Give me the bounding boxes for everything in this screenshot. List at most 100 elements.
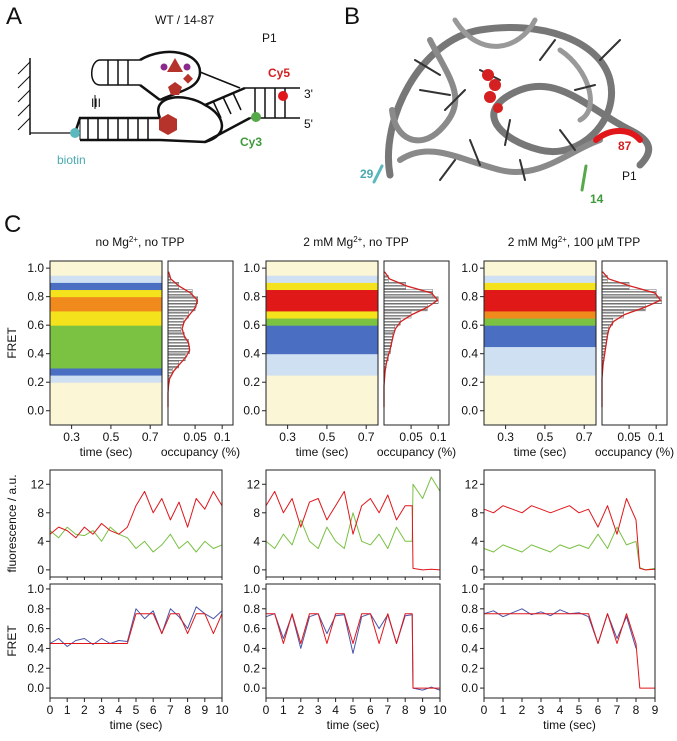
y-tick-label: 0.4 [461,347,478,361]
trace [49,490,223,539]
histogram-bar [167,324,182,333]
x-tick-label: 0.3 [279,430,296,444]
heatmap-cell [266,289,378,298]
y-tick-label: 4 [37,534,44,548]
heatmap-cell [50,325,162,333]
y-tick-label: 0.8 [27,290,44,304]
title-part: 2+ [558,235,567,244]
heatmap-cell [50,360,162,369]
y-tick-label: 0.0 [27,681,44,695]
x-axis-label: time (sec) [327,718,380,732]
end-label: 5' [304,117,313,131]
x-tick-label: 0.1 [430,430,447,444]
histogram-bar [167,303,196,312]
title-part: , 100 µM TPP [567,235,640,249]
title-part: , no TPP [362,235,408,249]
trace [265,490,441,571]
y-tick-label: 0.4 [27,347,44,361]
x-tick-label: 3 [315,703,322,717]
y-tick-label: 0.6 [461,622,478,636]
heatmap-cell [484,318,596,326]
x-tick-label: 9 [419,703,426,717]
riboswitch-diagram [17,50,300,144]
trace [483,526,656,571]
title-part: 2 mM Mg [303,235,353,249]
heatmap-cell [266,403,378,412]
biotin-label: biotin [57,153,86,167]
x-tick-label: 0.1 [214,430,231,444]
trace [49,606,223,647]
heatmap-cell [50,289,162,298]
x-tick-label: 0.5 [537,430,554,444]
y-tick-label: 0.8 [243,602,260,616]
x-tick-label: 0.5 [103,430,120,444]
x-axis-label: time (sec) [80,445,133,459]
heatmap-cell [266,332,378,340]
x-axis-label: occupancy (%) [161,445,240,459]
heatmap-cell [484,332,596,340]
heatmap-cell [484,282,596,291]
y-tick-label: 0.2 [27,375,44,389]
title-part: 2 mM Mg [508,235,558,249]
heatmap-cell [50,310,162,319]
x-tick-label: 0.3 [63,430,80,444]
heatmap-cell [484,382,596,390]
plot-frame [483,583,656,699]
heatmap-cell [484,360,596,369]
x-tick-label: 0 [481,703,488,717]
x-axis-label: time (sec) [296,445,349,459]
y-tick-label: 0.8 [27,602,44,616]
heatmap-cell [50,318,162,326]
y-tick-label: 1.0 [27,582,44,596]
y-tick-label: 0.8 [243,290,260,304]
y-tick-label: 8 [37,506,44,520]
heatmap-cell [50,282,162,291]
trace [265,476,441,549]
heatmap-cell [266,268,378,276]
histogram-bar [601,324,609,333]
plot-frame [265,260,379,426]
y-tick-label: 1.0 [27,261,44,275]
heatmap-cell [266,282,378,291]
x-tick-label: 1 [280,703,287,717]
x-tick-label: 3 [538,703,545,717]
y-tick-label: 12 [247,477,261,491]
heatmap-cell [50,275,162,283]
x-tick-label: 7 [167,703,174,717]
x-tick-label: 4 [115,703,122,717]
heatmap-cell [266,367,378,376]
heatmap-cell [484,268,596,276]
heatmap-cell [50,367,162,376]
y-tick-label: 0.6 [243,318,260,332]
heatmap-cell [266,275,378,283]
x-tick-label: 4 [332,703,339,717]
y-tick-label: 0.2 [461,661,478,675]
x-tick-label: 5 [133,703,140,717]
heatmap-cell [266,296,378,305]
heatmap-cell [484,275,596,283]
residue-label: 14 [590,192,604,206]
x-axis-label: time (sec) [110,718,163,732]
heatmap-cell [50,296,162,305]
y-axis-label: FRET [5,327,19,359]
y-tick-label: 0.6 [461,318,478,332]
plot-frame [49,469,223,578]
heatmap-cell [50,339,162,348]
heatmap-cell [50,332,162,340]
heatmap-cell [484,396,596,405]
histogram-bar [167,289,193,297]
x-tick-label: 2 [81,703,88,717]
y-tick-label: 8 [253,506,260,520]
condition-title: 2 mM Mg2+, 100 µM TPP [508,235,641,250]
histogram-bar [167,282,180,290]
heatmap-cell [50,403,162,412]
title-part: 2+ [129,235,138,244]
plot-frame [483,469,656,578]
trace [266,613,440,689]
heatmap-cell [484,339,596,348]
x-tick-label: 2 [519,703,526,717]
y-tick-label: 0.0 [243,404,260,418]
y-tick-label: 0.2 [243,375,260,389]
end-label: 3' [304,87,313,101]
